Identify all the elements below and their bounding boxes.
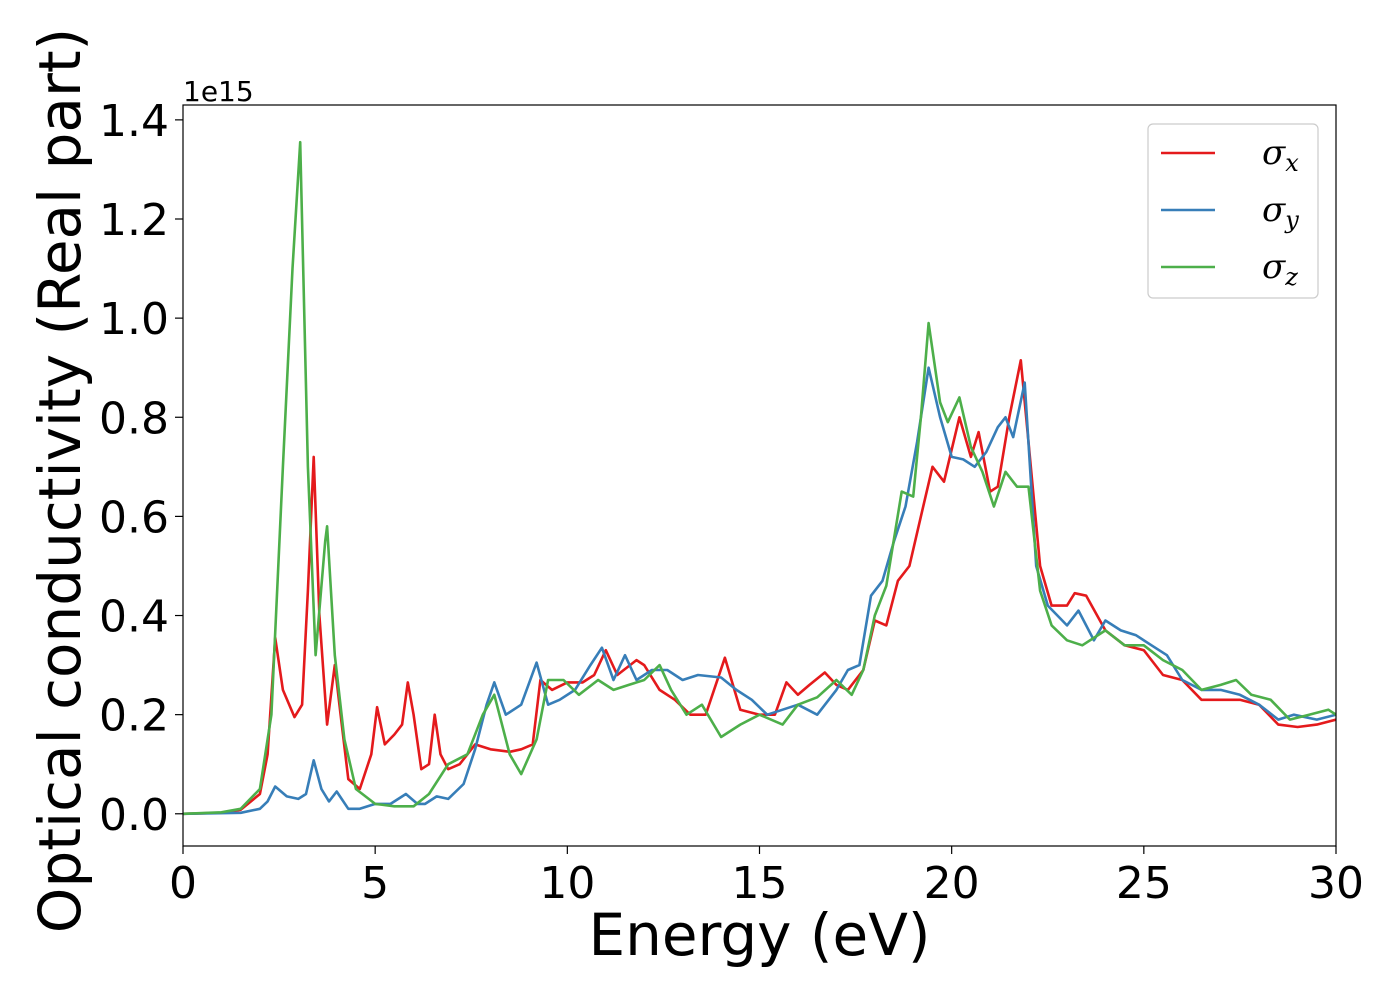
legend-label-x: σx	[1262, 133, 1299, 177]
series-line-z	[183, 140, 1336, 816]
legend: σx σy σz	[1147, 123, 1319, 299]
y-tick-label: 0.4	[99, 592, 169, 643]
y-axis: 0.0 0.2 0.4 0.6 0.8 1.0 1.2 1.4	[99, 96, 183, 841]
x-tick-label: 10	[539, 858, 595, 909]
legend-label-y: σy	[1262, 190, 1299, 234]
y-tick-label: 0.0	[99, 790, 169, 841]
y-offset-label: 1e15	[183, 75, 254, 108]
y-axis-label: Optical conductivity (Real part)	[26, 28, 94, 933]
x-axis: 0 5 10 15 20 25 30	[169, 846, 1364, 909]
y-tick-label: 1.4	[99, 96, 169, 147]
x-axis-label: Energy (eV)	[588, 901, 930, 969]
x-tick-label: 5	[361, 858, 389, 909]
x-tick-label: 25	[1116, 858, 1172, 909]
x-tick-label: 0	[169, 858, 197, 909]
legend-label-z: σz	[1262, 247, 1298, 291]
legend-box	[1147, 123, 1319, 299]
y-tick-label: 1.2	[99, 195, 169, 246]
y-tick-label: 0.6	[99, 492, 169, 543]
y-tick-label: 0.8	[99, 393, 169, 444]
x-tick-label: 15	[732, 858, 788, 909]
y-tick-label: 0.2	[99, 691, 169, 742]
series-layer	[183, 140, 1336, 816]
x-tick-label: 20	[924, 858, 980, 909]
x-tick-label: 30	[1308, 858, 1364, 909]
y-tick-label: 1.0	[99, 294, 169, 345]
